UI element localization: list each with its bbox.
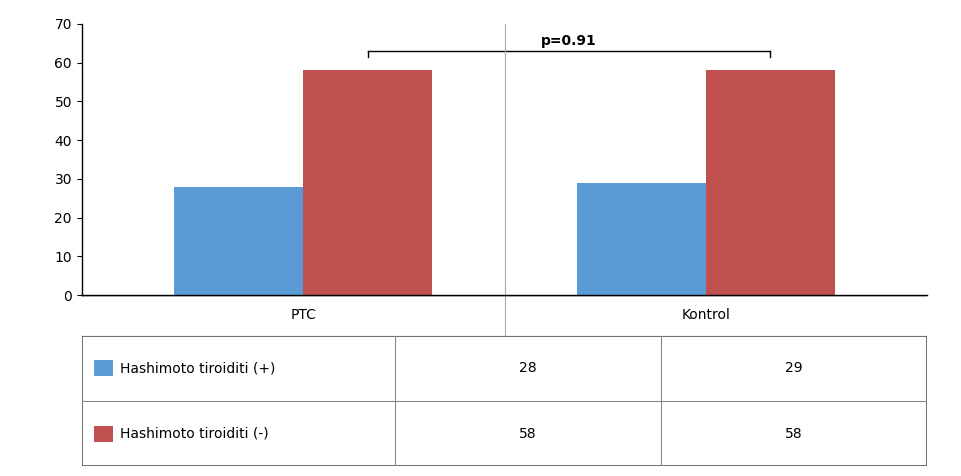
Text: 58: 58 <box>519 427 536 441</box>
FancyBboxPatch shape <box>82 336 927 466</box>
Text: p=0.91: p=0.91 <box>541 34 597 48</box>
Bar <box>94 360 113 376</box>
Text: 28: 28 <box>519 361 536 375</box>
Bar <box>303 70 432 295</box>
Bar <box>577 183 706 295</box>
Text: Hashimoto tiroiditi (-): Hashimoto tiroiditi (-) <box>120 427 268 441</box>
Text: Hashimoto tiroiditi (+): Hashimoto tiroiditi (+) <box>120 361 275 375</box>
Text: 29: 29 <box>785 361 803 375</box>
Text: Kontrol: Kontrol <box>681 308 730 322</box>
Text: PTC: PTC <box>290 308 316 322</box>
Text: 58: 58 <box>785 427 803 441</box>
Bar <box>174 187 303 295</box>
Bar <box>94 426 113 442</box>
Bar <box>706 70 835 295</box>
